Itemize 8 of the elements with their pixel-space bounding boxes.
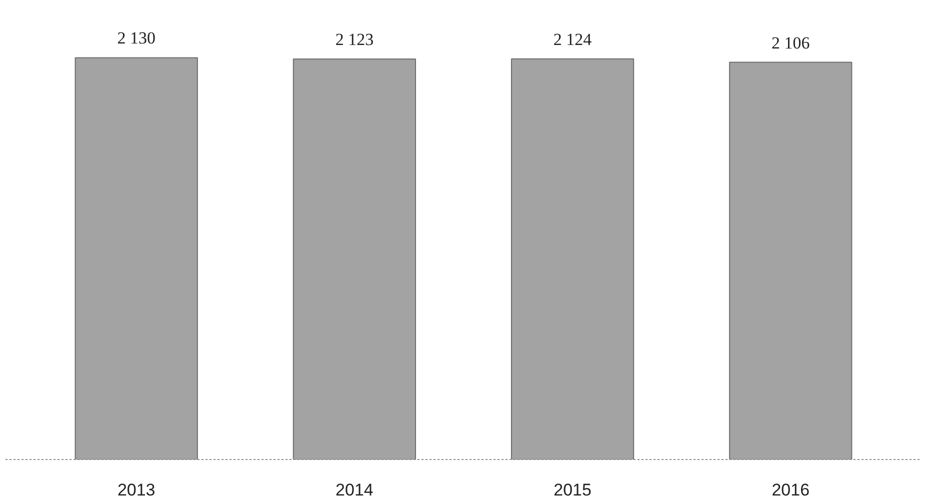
x-tick-label: 2013 xyxy=(117,480,156,498)
data-label: 2 106 xyxy=(772,33,810,52)
data-label: 2 130 xyxy=(117,28,156,48)
x-tick-label: 2016 xyxy=(772,480,810,498)
x-tick-label: 2015 xyxy=(554,480,592,498)
data-label: 2 124 xyxy=(553,30,592,49)
data-label: 2 123 xyxy=(335,30,374,50)
x-tick-label: 2014 xyxy=(336,480,374,498)
